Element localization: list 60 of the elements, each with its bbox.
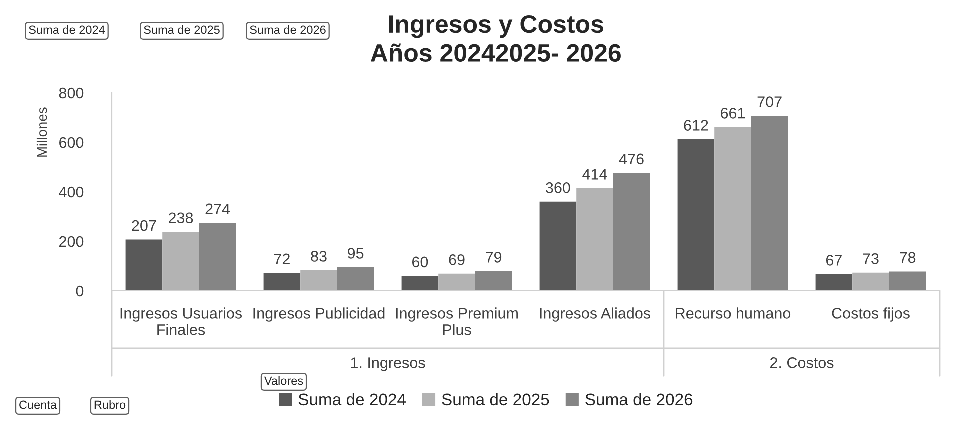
data-label: 274 [206,204,230,214]
data-label: 707 [758,96,782,108]
chart-title: Ingresos y Costos Años 20242025- 2026 [370,15,621,62]
bar [540,202,577,291]
bar [438,274,476,291]
text: Rubro [94,400,126,410]
data-label: 360 [546,182,570,194]
y-tick-label: 0 [76,286,84,297]
x-tick-label: Costos fijos [832,308,910,322]
y-tick-label: 600 [60,137,84,148]
bar [576,188,614,291]
data-label: 238 [169,212,194,224]
text: 2. Costos [770,358,834,368]
data-label: 67 [826,255,842,266]
text: Valores [264,376,304,386]
data-label: 78 [900,252,916,264]
data-label: 414 [582,169,608,180]
data-label: 476 [619,154,644,165]
legend-label: Suma de 2025 [442,393,550,406]
text: Suma de 2024 [29,26,106,34]
bar [126,240,163,291]
y-tick-label: 400 [59,186,84,198]
bar [199,223,236,291]
y-tick-label: 200 [60,236,84,248]
data-label: 73 [863,254,879,264]
data-label: 95 [348,248,364,259]
x-tick-label: Ingresos Publicidad [254,308,385,322]
text: 1. Ingresos [351,358,426,372]
bar [475,271,512,291]
bar [889,272,926,291]
data-label: 69 [449,254,465,266]
bar [264,273,301,291]
bar [402,276,439,291]
bar [613,173,650,291]
data-label: 612 [684,120,708,131]
legend-label: Suma de 2024 [298,393,406,406]
bar [337,267,374,291]
y-axis-title: Millones [36,108,48,157]
data-label: 79 [486,252,502,263]
bar [678,140,715,291]
bar [714,127,752,291]
data-label: 661 [721,108,745,119]
x-tick-label: Ingresos Usuarios Finales [120,308,242,336]
bar [751,116,788,291]
bar [852,272,890,291]
x-tick-label: Ingresos Premium Plus [396,308,518,336]
bar [162,232,200,291]
bar [816,274,853,291]
x-tick-label: Ingresos Aliados [540,308,651,322]
y-tick-label: 800 [59,88,84,99]
data-label: 83 [311,251,327,262]
bar [300,270,338,291]
text: Suma de 2025 [144,26,220,34]
x-tick-label: Recurso humano [676,308,791,319]
text: Suma de 2026 [250,26,326,34]
data-label: 207 [132,220,156,232]
legend-label: Suma de 2026 [586,393,693,406]
data-label: 72 [274,254,290,264]
data-label: 60 [412,256,428,268]
text: Cuenta [20,400,58,410]
